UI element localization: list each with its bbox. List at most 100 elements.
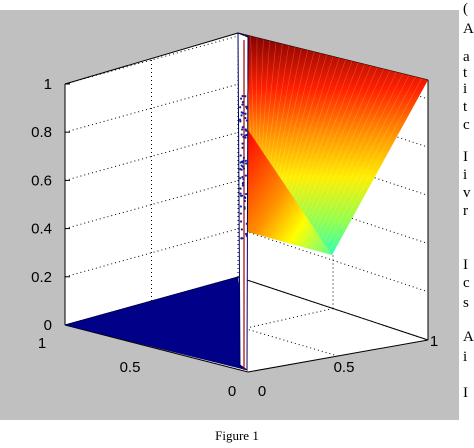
side-text-fragment: ( <box>463 2 468 17</box>
mesh-line <box>306 65 372 218</box>
edge-point <box>243 199 246 203</box>
edge-point <box>241 161 245 164</box>
mesh-line <box>261 40 270 151</box>
mesh-line <box>278 50 308 176</box>
mesh-line <box>312 68 384 226</box>
edge-point <box>241 165 245 168</box>
edge-point <box>244 116 247 120</box>
edge-scatter <box>238 94 249 240</box>
edge-point <box>245 119 248 122</box>
x-tick-label: 1 <box>38 335 46 352</box>
side-text-fragment: I <box>463 258 468 273</box>
edge-point <box>241 103 244 106</box>
edge-point <box>242 112 245 115</box>
edge-point <box>244 95 247 98</box>
mesh-line <box>303 64 365 214</box>
edge-point <box>245 107 249 110</box>
edge-point <box>239 168 242 171</box>
edge-point <box>242 177 245 181</box>
edge-point <box>239 192 242 195</box>
mesh-line <box>267 43 283 160</box>
surface-mesh <box>244 34 422 251</box>
edge-point <box>242 159 245 162</box>
x-tick-label: 0 <box>228 383 236 400</box>
edge-point <box>239 97 243 100</box>
edge-point <box>244 136 247 139</box>
edge-point <box>238 118 242 121</box>
figure-caption: Figure 1 <box>215 428 259 443</box>
edge-point <box>239 212 243 215</box>
side-text-fragment: I <box>463 386 468 401</box>
edge-point <box>243 206 246 209</box>
edge-point <box>239 220 243 223</box>
mesh-line <box>264 42 277 156</box>
side-text-fragment: i <box>463 168 468 183</box>
mesh-line <box>295 59 346 201</box>
mesh-line <box>287 54 327 189</box>
y-tick-label: 0 <box>258 383 266 400</box>
edge-point <box>242 135 245 139</box>
edge-point <box>244 112 247 115</box>
edge-point <box>241 101 244 104</box>
mesh-line <box>320 73 403 239</box>
edge-point <box>241 142 244 145</box>
mesh-line <box>292 58 340 197</box>
z-tick-label: 0.4 <box>31 221 52 238</box>
edge-point <box>244 128 247 131</box>
grid-line <box>151 300 339 357</box>
mesh-line <box>256 37 258 143</box>
edge-point <box>239 205 243 208</box>
edge-point <box>239 106 242 109</box>
edge-point <box>244 192 248 196</box>
edge-point <box>244 196 247 199</box>
mesh-line <box>275 48 302 172</box>
side-text-fragment: c <box>463 118 470 133</box>
side-text-fragment: I <box>463 150 468 165</box>
z-tick-label: 0 <box>44 317 52 334</box>
edge-point <box>244 159 247 162</box>
side-text-fragment: c <box>463 276 470 291</box>
mesh-line <box>250 36 254 139</box>
side-text-fragment: r <box>463 204 468 219</box>
mesh-line <box>301 62 359 210</box>
edge-point <box>241 175 244 179</box>
z-tick-label: 0.6 <box>31 172 52 189</box>
side-text-fragment: a <box>463 50 470 65</box>
mesh-line <box>244 34 251 135</box>
side-text-fragment: t <box>463 100 468 115</box>
z-tick-label: 0.8 <box>31 124 52 141</box>
edge-point <box>245 162 248 165</box>
mesh-line <box>284 53 321 185</box>
side-text-fragment: v <box>463 186 471 201</box>
mesh-line <box>323 75 410 243</box>
edge-point <box>241 126 244 129</box>
edge-point <box>245 133 248 137</box>
mesh-line <box>289 56 334 193</box>
edge-point <box>239 177 242 180</box>
y-axis: 00.51 <box>258 333 438 400</box>
mesh-line <box>273 47 296 168</box>
edge-point <box>244 232 248 236</box>
edge-point <box>240 194 244 197</box>
x-axis: 00.51 <box>38 335 236 400</box>
edge-point <box>240 128 244 131</box>
edge-point <box>240 228 243 231</box>
z-tick-label: 0.2 <box>31 269 52 286</box>
mesh-line <box>315 70 391 231</box>
edge-point <box>241 184 244 187</box>
mesh-line <box>270 45 289 164</box>
edge-point <box>239 154 242 157</box>
edge-point <box>242 167 246 170</box>
mesh-line <box>309 67 378 222</box>
edge-point <box>241 146 244 149</box>
edge-point <box>241 94 244 98</box>
side-text-fragment: t <box>463 66 468 81</box>
edge-point <box>240 114 243 117</box>
side-text-fragment: A <box>463 22 474 37</box>
edge-point <box>245 234 248 237</box>
side-text-fragment: A <box>463 330 474 345</box>
surface-edge-curtain <box>237 32 249 371</box>
inner-surface-face <box>248 130 332 255</box>
